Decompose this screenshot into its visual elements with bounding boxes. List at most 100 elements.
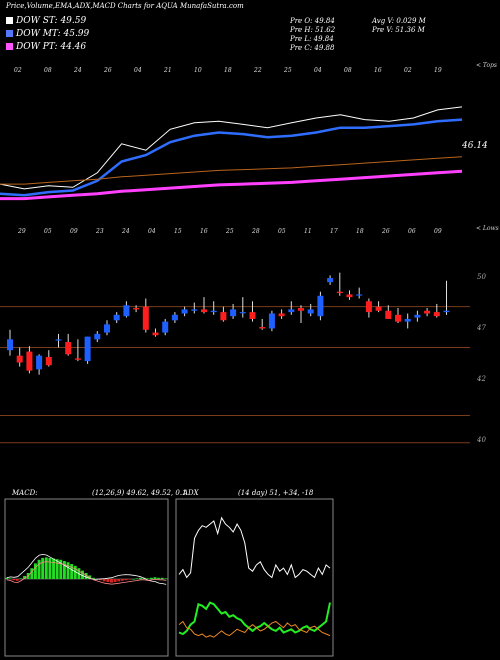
macd-bar	[23, 576, 27, 579]
candle-up	[414, 314, 421, 318]
candle-down	[298, 308, 304, 311]
macd-bar	[12, 579, 16, 581]
price-day-label: 04	[148, 228, 156, 235]
adx-frame	[175, 498, 334, 657]
legend-item-dow-mt: DOW MT: 45.99	[6, 29, 89, 39]
macd-bar	[55, 559, 59, 579]
price-day-label: 28	[251, 228, 260, 235]
legend-item-dow-pt: DOW PT: 44.46	[6, 42, 86, 52]
candle-up	[123, 305, 130, 317]
top-day-label: 16	[374, 67, 382, 74]
chart-title: Price,Volume,EMA,ADX,MACD Charts for AQU…	[6, 2, 244, 10]
candle-up	[327, 278, 334, 283]
price-day-label: 29	[17, 228, 26, 235]
candle-up	[288, 309, 295, 313]
macd-signal-line	[6, 561, 167, 585]
candle-up	[113, 314, 120, 321]
ema-panel: 02 08 24 26 04 21 10 18 22 25 04 08 16 02 19	[0, 67, 463, 201]
candle-down	[336, 291, 343, 294]
candle-up	[356, 294, 363, 296]
candle-up	[404, 318, 411, 322]
top-day-label: 10	[194, 67, 202, 74]
stat-prev-close: Pre C: 49.88	[290, 44, 335, 52]
macd-line	[6, 553, 167, 585]
macd-bar	[153, 577, 157, 579]
macd-bar	[59, 559, 63, 579]
macd-bar	[131, 579, 135, 580]
candle-down	[395, 314, 401, 322]
macd-panel	[4, 498, 169, 657]
macd-bar	[37, 559, 41, 579]
top-day-label: 25	[283, 67, 292, 74]
candle-down	[45, 357, 52, 366]
stat-prev-open: Pre O: 49.84	[290, 17, 335, 25]
stat-avg-volume: Avg V: 0.029 M	[372, 17, 426, 25]
candle-down	[278, 313, 285, 317]
top-day-label: 26	[103, 67, 112, 74]
candle-down	[152, 332, 159, 336]
macd-bar	[84, 573, 88, 579]
adx-line-3	[178, 620, 331, 638]
lows-corner-label: < Lows	[476, 225, 499, 232]
macd-bar	[8, 578, 12, 579]
candle-down	[220, 312, 227, 321]
top-day-label: 02	[14, 67, 22, 74]
candle-up	[268, 313, 275, 329]
candle-up	[307, 309, 314, 314]
candle-up	[7, 339, 13, 351]
macd-bar	[62, 561, 66, 579]
price-level-label-40: 40	[477, 436, 486, 444]
macd-bar	[146, 578, 150, 579]
price-day-label: 25	[225, 228, 234, 235]
price-day-label: 18	[356, 228, 364, 235]
macd-bar	[99, 579, 103, 581]
candle-down	[201, 309, 207, 313]
adx-label: ADX	[183, 489, 199, 497]
candle-down	[424, 310, 431, 314]
macd-bar	[41, 558, 45, 579]
macd-bar	[5, 577, 8, 579]
top-day-label: 24	[73, 67, 82, 74]
legend-swatch-pt	[6, 43, 13, 50]
macd-params: (12,26,9) 49.62, 49.52, 0.1	[92, 489, 187, 497]
top-day-label: 08	[344, 67, 352, 74]
top-day-label: 04	[314, 67, 322, 74]
ema-line-slow	[0, 156, 463, 185]
candle-down	[65, 342, 72, 355]
candle-up	[181, 309, 188, 314]
price-day-label: 16	[200, 228, 208, 235]
macd-bar	[15, 579, 19, 581]
top-day-label: 02	[404, 67, 412, 74]
macd-bar	[44, 557, 48, 579]
macd-bar	[70, 564, 74, 579]
macd-label: MACD:	[12, 489, 38, 497]
stat-prev-low: Pre L: 49.84	[290, 35, 334, 43]
price-level-label-50: 50	[477, 273, 486, 281]
candle-down	[259, 327, 266, 329]
top-day-label: 21	[163, 67, 172, 74]
candle-up	[84, 336, 91, 362]
candle-down	[433, 312, 440, 317]
price-day-label: 11	[304, 228, 312, 235]
tops-corner-label: < Tops	[476, 62, 498, 69]
macd-bar	[66, 562, 70, 579]
candle-up	[55, 339, 62, 341]
macd-bar	[149, 577, 153, 579]
candle-up	[239, 312, 246, 314]
macd-bar	[128, 579, 132, 580]
price-day-label: 17	[330, 228, 338, 235]
macd-bar	[124, 579, 128, 581]
price-day-label: 05	[278, 228, 286, 235]
price-day-label: 24	[121, 228, 130, 235]
macd-bar	[91, 577, 95, 579]
price-day-label: 05	[44, 228, 52, 235]
macd-bar	[117, 579, 121, 582]
macd-bar	[139, 577, 142, 579]
price-day-label: 06	[408, 228, 416, 235]
macd-bar	[135, 578, 139, 579]
candle-down	[249, 312, 256, 319]
candle-down	[142, 306, 149, 330]
stat-prev-volume: Pre V: 51.36 M	[372, 26, 425, 34]
top-day-label: 22	[253, 67, 262, 74]
candle-down	[385, 310, 392, 319]
